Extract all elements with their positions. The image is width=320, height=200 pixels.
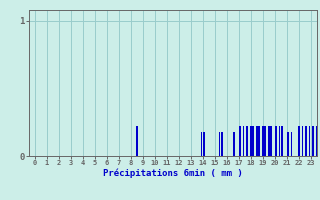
X-axis label: Précipitations 6min ( mm ): Précipitations 6min ( mm ) — [103, 169, 243, 178]
Bar — [275, 126, 277, 156]
Bar — [233, 132, 235, 156]
Bar — [252, 126, 254, 156]
Bar — [291, 132, 292, 156]
Bar — [268, 126, 269, 156]
Bar — [305, 126, 307, 156]
Bar — [298, 126, 300, 156]
Bar — [256, 126, 258, 156]
Bar — [219, 132, 220, 156]
Bar — [243, 126, 244, 156]
Bar — [316, 126, 317, 156]
Bar — [246, 126, 248, 156]
Bar — [221, 132, 223, 156]
Bar — [262, 126, 264, 156]
Bar — [287, 132, 289, 156]
Bar — [250, 126, 252, 156]
Bar — [313, 126, 314, 156]
Bar — [281, 126, 283, 156]
Bar — [203, 132, 205, 156]
Bar — [136, 126, 138, 156]
Bar — [259, 126, 260, 156]
Bar — [279, 126, 280, 156]
Bar — [270, 126, 272, 156]
Bar — [239, 126, 241, 156]
Bar — [265, 126, 266, 156]
Bar — [201, 132, 202, 156]
Bar — [302, 126, 303, 156]
Bar — [309, 126, 310, 156]
